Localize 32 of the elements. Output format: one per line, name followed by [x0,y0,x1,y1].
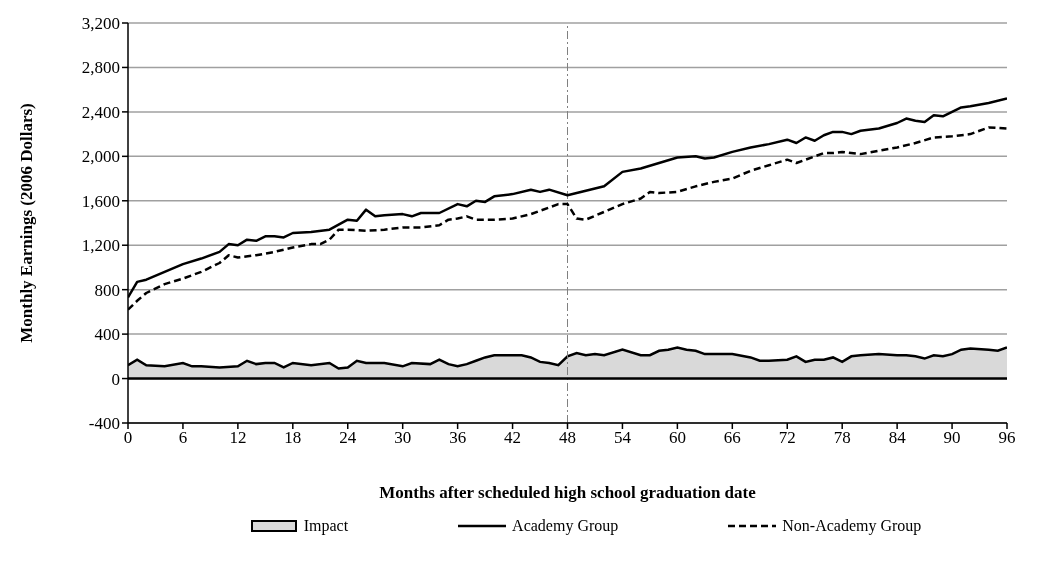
x-tick-label: 84 [888,428,907,448]
y-axis-title: Monthly Earnings (2006 Dollars) [17,103,37,343]
x-tick-label: 96 [998,428,1016,448]
x-tick-label: 24 [339,428,357,448]
y-tick-label: 2,400 [81,102,120,122]
x-tick-label: 6 [178,428,188,448]
legend-label: Non-Academy Group [782,517,922,535]
x-tick-label: 30 [394,428,412,448]
x-tick-label: 0 [123,428,133,448]
y-tick-label: 2,000 [81,147,120,167]
y-tick-label: -400 [88,414,120,434]
x-tick-label: 60 [668,428,686,448]
x-tick-label: 54 [613,428,632,448]
y-tick-label: 2,800 [81,58,120,78]
x-tick-label: 12 [229,428,247,448]
y-tick-label: 3,200 [81,14,120,34]
x-tick-label: 48 [559,428,576,448]
y-tick-label: 0 [111,369,120,389]
legend-label: Impact [303,517,349,535]
y-tick-label: 1,200 [81,236,120,256]
x-tick-label: 42 [504,428,522,448]
x-tick-label: 36 [449,428,467,448]
y-tick-label: 400 [94,325,120,345]
x-tick-label: 90 [943,428,961,448]
x-tick-label: 66 [723,428,741,448]
y-tick-label: 1,600 [81,191,120,211]
x-axis-title: Months after scheduled high school graduation date [379,483,757,502]
x-tick-label: 18 [284,428,302,448]
x-tick-label: 72 [778,428,796,448]
x-tick-label: 78 [833,428,851,448]
legend-label: Academy Group [512,517,619,535]
y-tick-label: 800 [94,280,120,300]
